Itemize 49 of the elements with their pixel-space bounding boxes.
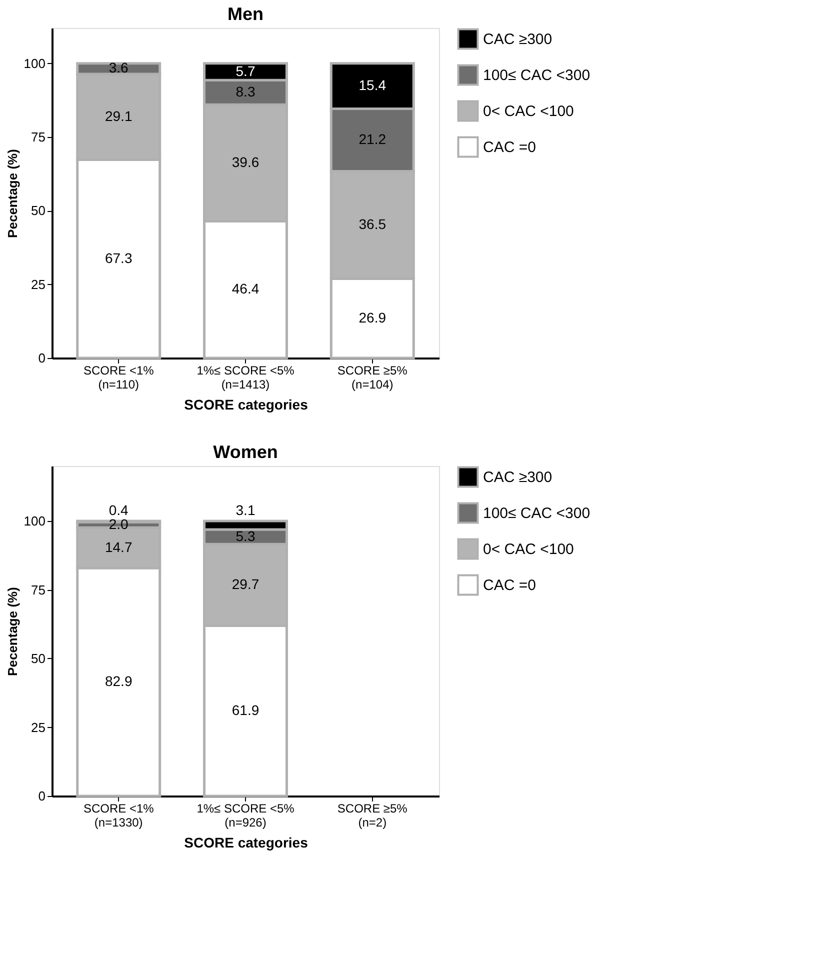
y-tick-label: 25 — [31, 276, 46, 292]
data-label: 2.0 — [108, 516, 129, 532]
y-tick-label: 0 — [38, 350, 46, 366]
legend-label: 100≤ CAC <300 — [483, 67, 590, 84]
chart-title: Women — [213, 442, 278, 462]
x-tick-label: SCORE ≥5% (n=2) — [337, 802, 408, 830]
data-label: 39.6 — [232, 154, 260, 170]
y-tick-label: 0 — [38, 788, 46, 804]
data-label: 3.1 — [236, 502, 256, 518]
y-axis-title: Pecentage (%) — [4, 587, 20, 676]
y-tick-label: 75 — [31, 582, 46, 598]
legend-label: 0< CAC <100 — [483, 103, 574, 120]
data-label: 8.3 — [236, 83, 256, 100]
data-label: 61.9 — [232, 702, 260, 718]
data-label: 5.3 — [236, 528, 256, 544]
x-axis-title: SCORE categories — [184, 834, 308, 850]
y-tick-label: 75 — [31, 130, 46, 145]
data-label: 29.1 — [104, 108, 132, 124]
data-label: 26.9 — [358, 309, 386, 326]
data-label: 29.7 — [232, 576, 260, 592]
y-tick-label: 100 — [24, 514, 46, 528]
legend-label: CAC ≥300 — [483, 469, 552, 486]
data-label: 46.4 — [232, 280, 260, 297]
x-tick-label: 1%≤ SCORE <5% (n=926) — [196, 802, 295, 830]
legend-label: CAC ≥300 — [483, 31, 552, 48]
data-label: 3.6 — [108, 60, 129, 76]
x-axis-title: SCORE categories — [184, 396, 308, 412]
data-label: 5.7 — [236, 62, 256, 79]
legend-label: CAC =0 — [483, 577, 536, 594]
chart-title: Men — [228, 4, 264, 24]
data-label: 21.2 — [358, 130, 386, 147]
x-tick-label: SCORE <1% (n=110) — [83, 364, 154, 392]
legend-label: CAC =0 — [483, 139, 536, 156]
y-tick-label: 100 — [24, 56, 46, 71]
data-label: 15.4 — [358, 77, 386, 94]
data-label: 36.5 — [358, 216, 386, 232]
data-label: 0.4 — [108, 502, 129, 518]
y-tick-label: 25 — [31, 720, 46, 735]
y-axis-title: Pecentage (%) — [4, 149, 20, 238]
data-label: 82.9 — [104, 673, 132, 690]
x-tick-label: 1%≤ SCORE <5% (n=1413) — [196, 364, 295, 392]
legend-label: 100≤ CAC <300 — [483, 505, 590, 522]
y-tick-label: 50 — [31, 203, 46, 218]
data-label: 67.3 — [104, 250, 132, 266]
x-tick-label: SCORE <1% (n=1330) — [83, 802, 154, 830]
legend-label: 0< CAC <100 — [483, 541, 574, 558]
data-label: 14.7 — [104, 538, 132, 555]
y-tick-label: 50 — [31, 651, 46, 666]
x-tick-label: SCORE ≥5% (n=104) — [337, 364, 408, 392]
